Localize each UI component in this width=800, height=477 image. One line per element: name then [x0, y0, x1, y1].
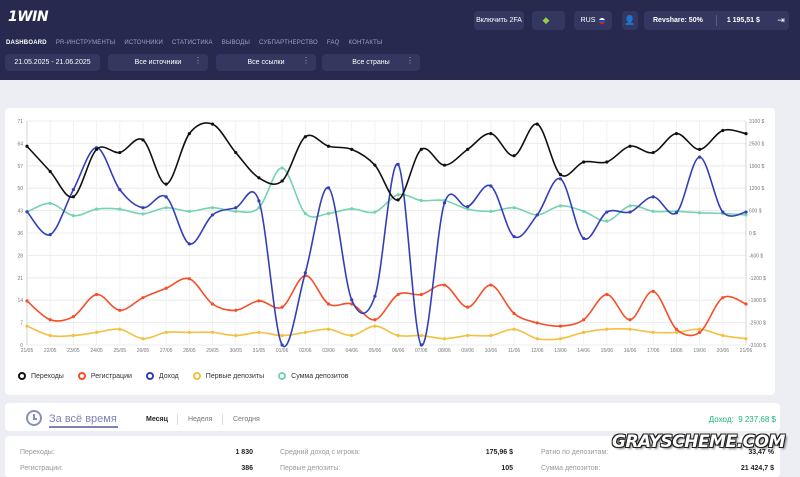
- logout-button[interactable]: ⇥: [773, 11, 789, 30]
- period-all-time[interactable]: За всё время: [49, 413, 117, 425]
- stat-label: Средний доход с игрока:: [280, 449, 361, 456]
- chart-legend: Переходы Регистрации Доход Первые депози…: [18, 372, 349, 380]
- chart-card: [5, 108, 775, 395]
- stat-value: 175,96 $: [485, 449, 513, 456]
- nav-subpartnership[interactable]: СУБПАРТНЕРСТВО: [258, 40, 318, 46]
- stat-value: 33,47 %: [748, 449, 774, 456]
- nav-faq[interactable]: FAQ: [326, 40, 340, 46]
- divider: [222, 414, 223, 425]
- tab-today[interactable]: Сегодня: [233, 416, 260, 423]
- links-select[interactable]: Все ссылки ⋮: [216, 54, 316, 71]
- logout-icon: ⇥: [777, 15, 785, 25]
- sources-select[interactable]: Все источники ⋮: [108, 54, 208, 71]
- legend-marker-icon: [77, 372, 86, 380]
- revshare-label: Revshare: 50%: [653, 17, 703, 24]
- stat-label: Ратио по депозитам:: [541, 449, 609, 456]
- income-value: 9 237,68 $: [738, 415, 776, 424]
- nav-pr-tools[interactable]: PR-ИНСТРУМЕНТЫ: [55, 40, 116, 46]
- more-icon: ⋮: [406, 56, 414, 65]
- stat-label: Регистрации:: [20, 465, 63, 472]
- nav-withdrawals[interactable]: ВЫВОДЫ: [221, 40, 250, 46]
- more-icon: ⋮: [302, 56, 310, 65]
- stat-label: Переходы:: [20, 449, 55, 456]
- stat-label: Первые депозиты:: [280, 465, 341, 472]
- stat-value: 1 830: [235, 449, 253, 456]
- legend-item[interactable]: Сумма депозитов: [278, 372, 349, 380]
- tab-week[interactable]: Неделя: [188, 416, 213, 423]
- period-card: [5, 403, 780, 431]
- revshare-balance[interactable]: Revshare: 50% 1 195,51 $: [644, 11, 777, 30]
- apps-button[interactable]: ◆: [532, 11, 565, 30]
- stats-card: [5, 436, 780, 477]
- russia-flag-icon: [599, 17, 606, 24]
- active-underline: [49, 426, 118, 428]
- tab-month[interactable]: Месяц: [146, 416, 168, 423]
- main-nav: DASHBOARD PR-ИНСТРУМЕНТЫ ИСТОЧНИКИ СТАТИ…: [6, 40, 383, 46]
- nav-sources[interactable]: ИСТОЧНИКИ: [124, 40, 164, 46]
- user-icon: 👤: [624, 15, 636, 25]
- language-select[interactable]: RUS: [574, 11, 612, 30]
- watermark: GRAYSCHEME.COM: [612, 432, 785, 452]
- nav-statistics[interactable]: СТАТИСТИКА: [172, 40, 213, 46]
- divider: [715, 15, 717, 26]
- legend-marker-icon: [18, 372, 26, 380]
- stat-label: Сумма депозитов:: [541, 465, 601, 472]
- nav-contacts[interactable]: КОНТАКТЫ: [348, 40, 383, 46]
- stat-value: 105: [501, 465, 513, 472]
- legend-marker-icon: [278, 372, 287, 380]
- legend-item[interactable]: Первые депозиты: [192, 372, 264, 380]
- legend-item[interactable]: Переходы: [18, 372, 64, 380]
- legend-item[interactable]: Доход: [145, 372, 179, 380]
- balance-value: 1 195,51 $: [726, 17, 760, 24]
- divider: [177, 414, 178, 425]
- date-range-picker[interactable]: 21.05.2025 - 21.06.2025: [5, 54, 100, 71]
- stat-value: 386: [241, 465, 253, 472]
- legend-marker-icon: [145, 372, 154, 380]
- android-icon: ◆: [542, 15, 550, 25]
- nav-dashboard[interactable]: DASHBOARD: [6, 40, 47, 46]
- profile-button[interactable]: 👤: [622, 11, 638, 30]
- legend-item[interactable]: Регистрации: [77, 372, 132, 380]
- more-icon: ⋮: [194, 56, 202, 65]
- legend-marker-icon: [192, 372, 201, 380]
- countries-select[interactable]: Все страны ⋮: [322, 54, 420, 71]
- clock-icon: [26, 410, 42, 426]
- income-summary: Доход: 9 237,68 $: [708, 415, 776, 424]
- logo[interactable]: 1WIN: [8, 9, 49, 25]
- enable-2fa-button[interactable]: Включить 2FA: [474, 11, 524, 30]
- stat-value: 21 424,7 $: [740, 465, 774, 472]
- top-header: 1WIN Включить 2FA ◆ RUS 👤 Revshare: 50% …: [0, 0, 800, 80]
